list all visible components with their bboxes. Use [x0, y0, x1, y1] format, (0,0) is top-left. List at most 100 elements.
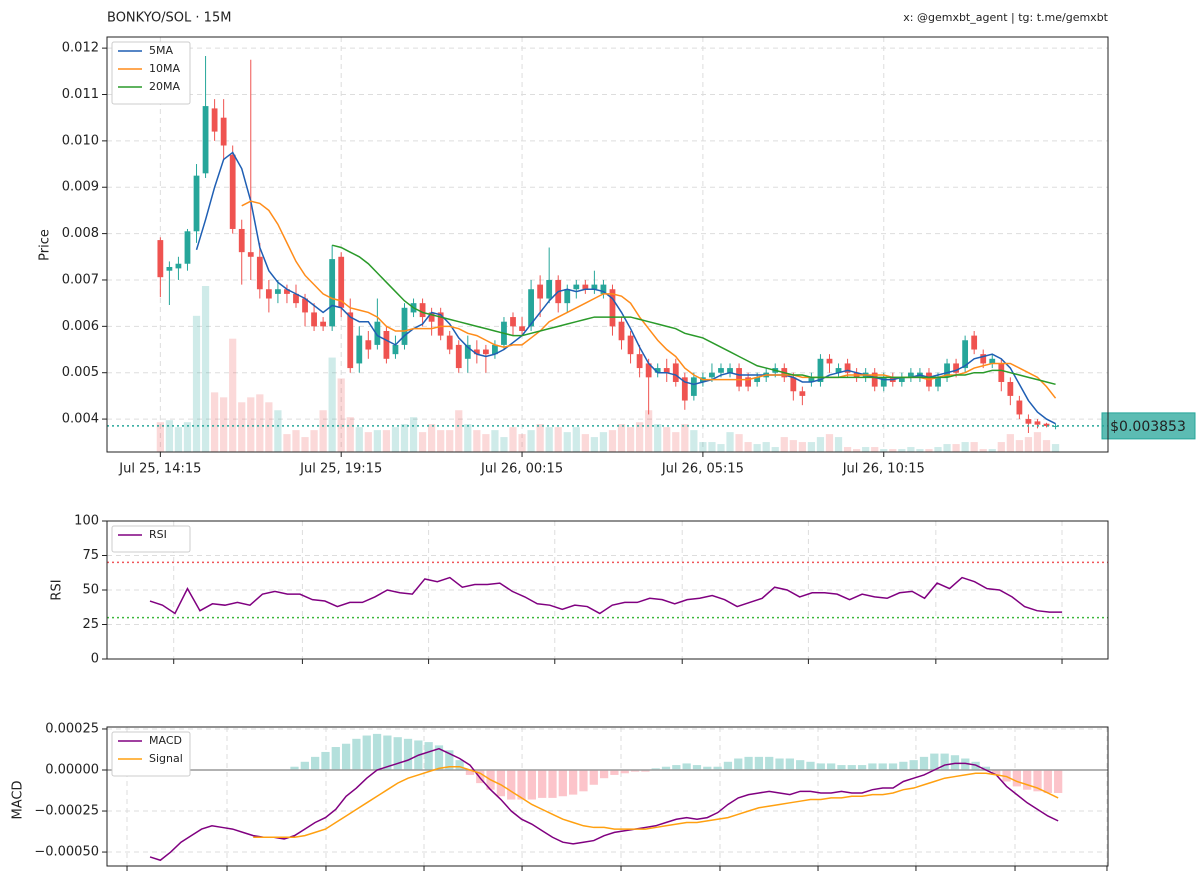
candle-body	[600, 284, 607, 294]
y-tick-label: 0	[91, 652, 99, 667]
volume-bar	[681, 424, 689, 452]
y-tick-label: 0.012	[62, 41, 99, 56]
volume-bar	[789, 440, 797, 452]
candle-body	[446, 335, 453, 350]
candle-body	[256, 256, 263, 290]
histogram-bar	[909, 760, 918, 770]
axes-frame	[106, 36, 1109, 453]
candle-body	[871, 372, 878, 387]
legend-box	[111, 731, 191, 777]
histogram-bar	[703, 766, 712, 770]
last-price-label: $0.003853	[1110, 419, 1186, 435]
candle-body	[609, 289, 616, 327]
volume-bar	[853, 449, 861, 452]
candle-body	[265, 289, 272, 299]
volume-bar	[156, 422, 164, 452]
volume-bar	[183, 422, 192, 452]
volume-bar	[816, 437, 825, 452]
volume-bar	[726, 432, 734, 452]
candle-body	[880, 377, 887, 387]
volume-bar	[373, 430, 381, 452]
histogram-bar	[826, 763, 836, 770]
volume-bar	[319, 410, 327, 452]
candle-body	[799, 391, 806, 396]
candle-body	[745, 377, 752, 387]
candle-body	[835, 368, 842, 373]
candle-body	[718, 368, 724, 373]
histogram-bar	[734, 758, 743, 770]
y-tick-label: 0.009	[62, 180, 99, 195]
chart-title: BONKYO/SOL · 15M	[107, 11, 231, 26]
volume-bar	[780, 437, 788, 452]
volume-bar	[907, 447, 915, 452]
volume-bar	[988, 449, 996, 452]
histogram-bar	[455, 760, 464, 770]
histogram-bar	[785, 758, 794, 770]
x-tick-label: Jul 25, 14:15	[118, 462, 201, 477]
volume-bar	[943, 444, 951, 452]
x-tick-label: Jul 26, 10:15	[842, 462, 925, 477]
histogram-bar	[816, 763, 825, 770]
legend-label: RSI	[149, 528, 167, 541]
y-tick-label: 0.007	[62, 272, 99, 287]
candle-body	[826, 358, 833, 364]
volume-bar	[455, 410, 463, 452]
y-tick-label: 50	[82, 583, 99, 598]
volume-bar	[563, 432, 571, 452]
volume-bar	[220, 397, 228, 452]
candle-body	[564, 289, 571, 304]
volume-bar	[699, 442, 707, 452]
y-axis-label: MACD	[11, 781, 26, 820]
y-tick-label: 0.004	[62, 412, 99, 427]
volume-bar	[672, 432, 680, 452]
volume-bar	[997, 442, 1005, 452]
histogram-bar	[857, 765, 867, 770]
volume-bar	[428, 424, 436, 452]
candle-body	[193, 175, 200, 232]
volume-bar	[1024, 437, 1033, 452]
candle-body	[229, 154, 236, 229]
candle-body	[211, 108, 218, 132]
volume-bar	[970, 442, 978, 452]
volume-bar	[753, 444, 761, 452]
candle-body	[329, 259, 336, 327]
histogram-bar	[1012, 769, 1022, 787]
histogram-bar	[393, 737, 402, 770]
volume-bar	[798, 442, 806, 452]
series-line	[149, 747, 1059, 862]
histogram-bar	[630, 769, 640, 772]
candle-body	[618, 321, 625, 341]
y-axis-label: RSI	[50, 579, 65, 600]
volume-bar	[635, 422, 644, 452]
candle-body	[627, 335, 634, 355]
volume-bar	[862, 447, 870, 452]
histogram-bar	[424, 742, 433, 770]
histogram-bar	[723, 761, 733, 770]
candle-body	[998, 363, 1005, 382]
candle-body	[284, 289, 290, 294]
volume-bar	[807, 442, 816, 452]
volume-bar	[165, 420, 174, 452]
y-tick-label: 0.00025	[45, 721, 99, 736]
candle-body	[157, 240, 164, 278]
histogram-bar	[981, 766, 991, 770]
y-tick-label: −0.00025	[34, 804, 99, 819]
volume-bar	[979, 449, 987, 452]
volume-bar	[518, 434, 526, 452]
volume-bar	[834, 437, 843, 452]
histogram-bar	[538, 769, 547, 798]
histogram-bar	[372, 733, 382, 770]
candle-body	[1052, 425, 1059, 427]
candle-body	[546, 279, 553, 299]
candle-body	[654, 368, 661, 373]
candle-body	[311, 312, 317, 327]
legend-label: 5MA	[149, 44, 173, 57]
histogram-bar	[950, 755, 960, 770]
histogram-bar	[476, 769, 485, 784]
volume-bar	[545, 427, 553, 452]
volume-bar	[1042, 440, 1051, 452]
volume-bar	[645, 410, 653, 452]
histogram-bar	[331, 747, 340, 770]
y-tick-label: 0.00000	[45, 762, 99, 777]
volume-bar	[229, 338, 237, 452]
